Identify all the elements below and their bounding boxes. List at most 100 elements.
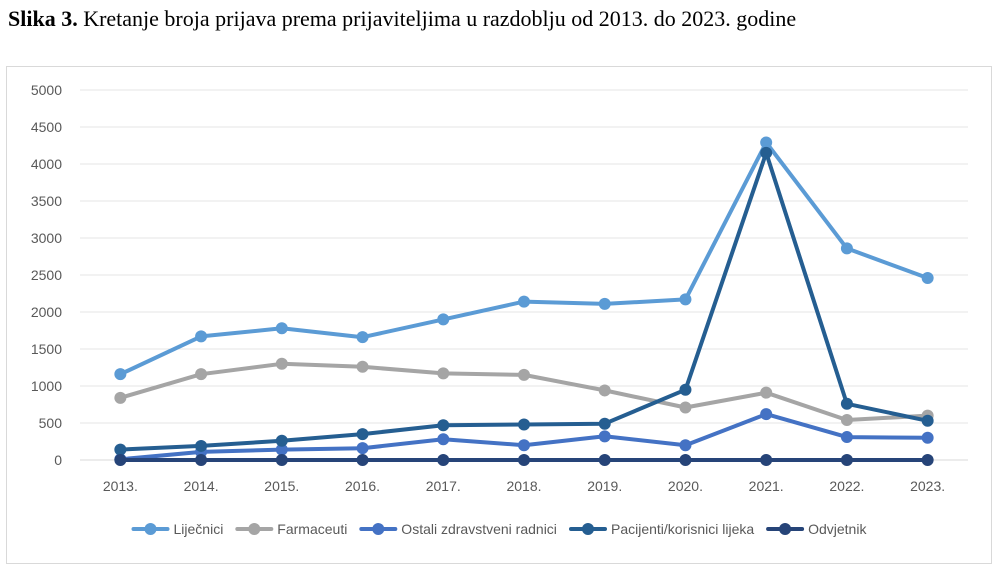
data-point: [114, 454, 127, 466]
data-point: [921, 271, 934, 284]
legend-swatch-marker: [144, 523, 157, 535]
data-point: [760, 136, 773, 149]
data-point: [437, 313, 450, 326]
series-2: [114, 357, 934, 427]
data-point: [679, 454, 692, 466]
x-tick-label: 2018.: [506, 478, 541, 494]
y-axis-ticks: 0 500 1000 1500 2000 2500 3000 3500 4000 4500 5000: [31, 82, 62, 468]
data-point: [275, 454, 288, 466]
y-tick-label: 1000: [31, 378, 62, 394]
data-point: [921, 454, 934, 466]
y-tick-label: 1500: [31, 341, 62, 357]
data-point: [518, 295, 530, 308]
data-point: [679, 401, 692, 414]
data-point: [275, 322, 288, 335]
legend-swatch-marker: [372, 523, 385, 535]
y-tick-label: 3500: [31, 193, 62, 209]
x-tick-label: 2022.: [829, 478, 864, 494]
legend-label: Liječnici: [174, 521, 224, 537]
x-tick-label: 2021.: [749, 478, 784, 494]
x-tick-label: 2023.: [910, 478, 945, 494]
legend-swatch-marker: [779, 523, 792, 535]
y-tick-label: 4500: [31, 119, 62, 135]
data-point: [437, 419, 450, 432]
data-point: [195, 454, 208, 466]
legend-swatch-marker: [582, 523, 594, 535]
legend-label: Ostali zdravstveni radnici: [401, 521, 557, 537]
x-tick-label: 2014.: [184, 478, 219, 494]
data-point: [356, 428, 369, 441]
y-tick-label: 4000: [31, 156, 62, 172]
series-4: [114, 146, 934, 456]
data-point: [921, 431, 934, 444]
data-point: [437, 454, 450, 466]
data-point: [518, 439, 530, 452]
y-tick-label: 3000: [31, 230, 62, 246]
gridlines: [80, 89, 968, 461]
series-5: [114, 454, 934, 466]
x-axis-ticks: 2013. 2014. 2015. 2016. 2017. 2018. 2019. 2020.…: [103, 478, 945, 494]
legend: Liječnici Farmaceuti Ostali zdravstveni ra…: [131, 521, 867, 537]
y-tick-label: 5000: [31, 82, 62, 98]
y-tick-label: 2500: [31, 267, 62, 283]
x-tick-label: 2020.: [668, 478, 703, 494]
legend-item: Ostali zdravstveni radnici: [359, 521, 557, 537]
data-point: [840, 454, 853, 466]
data-point: [598, 417, 611, 430]
data-point: [275, 443, 288, 456]
data-point: [840, 414, 853, 427]
data-point: [518, 454, 530, 466]
legend-label: Odvjetnik: [808, 521, 867, 537]
data-point: [679, 439, 692, 452]
figure-title: Kretanje broja prijava prema prijavitelj…: [83, 6, 797, 31]
data-point: [195, 439, 208, 452]
x-tick-label: 2019.: [587, 478, 622, 494]
series-line: [118, 140, 930, 377]
data-point: [921, 414, 934, 427]
data-point: [598, 430, 611, 443]
data-point: [356, 331, 369, 344]
data-point: [518, 368, 530, 381]
figure-label: Slika 3.: [8, 6, 78, 31]
data-point: [195, 330, 208, 343]
data-point: [840, 431, 853, 444]
data-point: [760, 408, 773, 421]
data-point: [679, 383, 692, 396]
data-point: [598, 297, 611, 310]
y-tick-label: 0: [54, 452, 62, 468]
x-tick-label: 2016.: [345, 478, 380, 494]
chart-frame: [6, 66, 992, 564]
data-point: [760, 454, 773, 466]
data-point: [598, 454, 611, 466]
data-point: [598, 384, 611, 397]
data-point: [356, 454, 369, 466]
data-point: [518, 418, 530, 431]
data-point: [114, 368, 127, 381]
x-tick-label: 2015.: [264, 478, 299, 494]
legend-item: Liječnici: [131, 521, 224, 537]
data-point: [840, 242, 853, 255]
legend-label: Farmaceuti: [277, 521, 347, 537]
legend-item: Farmaceuti: [235, 521, 347, 537]
data-point: [195, 368, 208, 381]
data-point: [275, 434, 288, 447]
x-tick-label: 2017.: [426, 478, 461, 494]
legend-label: Pacijenti/korisnici lijeka: [611, 521, 754, 537]
legend-swatch-marker: [248, 523, 261, 535]
legend-item: Pacijenti/korisnici lijeka: [569, 521, 754, 537]
data-point: [114, 391, 127, 404]
x-tick-label: 2013.: [103, 478, 138, 494]
data-point: [275, 357, 288, 370]
y-tick-label: 2000: [31, 304, 62, 320]
legend-item: Odvjetnik: [766, 521, 867, 537]
data-point: [760, 386, 773, 399]
series-lines: [114, 136, 934, 466]
series-1: [114, 136, 934, 381]
data-point: [437, 367, 450, 380]
data-point: [437, 433, 450, 446]
data-point: [356, 442, 369, 455]
y-tick-label: 500: [39, 415, 63, 431]
data-point: [356, 360, 369, 373]
data-point: [840, 397, 853, 410]
